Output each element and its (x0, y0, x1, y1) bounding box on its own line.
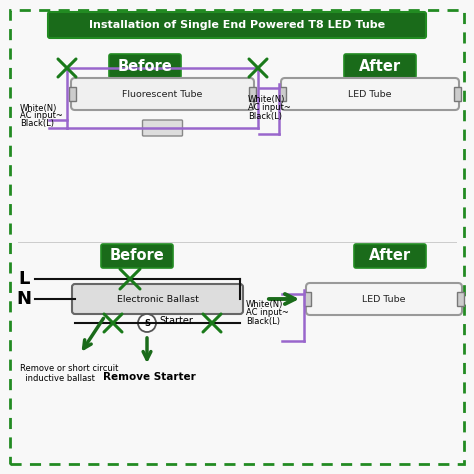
Text: Remove or short circuit
  inductive ballast: Remove or short circuit inductive ballas… (20, 364, 118, 383)
Text: Before: Before (109, 248, 164, 264)
Text: AC input~: AC input~ (246, 308, 289, 317)
Bar (69, 87, 76, 101)
Text: White(N): White(N) (246, 300, 283, 309)
Bar (279, 87, 286, 101)
FancyBboxPatch shape (143, 120, 182, 136)
Text: LED Tube: LED Tube (348, 90, 392, 99)
Text: L: L (18, 270, 30, 288)
FancyBboxPatch shape (71, 78, 254, 110)
Text: AC input~: AC input~ (248, 103, 291, 112)
Bar (454, 87, 461, 101)
FancyBboxPatch shape (109, 54, 181, 78)
FancyBboxPatch shape (72, 284, 243, 314)
FancyBboxPatch shape (101, 244, 173, 268)
Bar (457, 292, 464, 306)
Text: N: N (17, 290, 31, 308)
Text: Black(L): Black(L) (20, 119, 54, 128)
FancyBboxPatch shape (306, 283, 462, 315)
Text: S: S (144, 319, 150, 328)
FancyBboxPatch shape (281, 78, 459, 110)
Text: AC input~: AC input~ (20, 111, 63, 120)
Text: Before: Before (118, 58, 173, 73)
Text: Installation of Single End Powered T8 LED Tube: Installation of Single End Powered T8 LE… (89, 20, 385, 30)
Text: White(N): White(N) (20, 104, 57, 113)
Text: Remove Starter: Remove Starter (103, 372, 195, 382)
Text: After: After (359, 58, 401, 73)
FancyBboxPatch shape (354, 244, 426, 268)
Bar (249, 87, 256, 101)
Text: Black(L): Black(L) (248, 112, 282, 121)
FancyBboxPatch shape (344, 54, 416, 78)
Text: Fluorescent Tube: Fluorescent Tube (122, 90, 203, 99)
FancyBboxPatch shape (48, 12, 426, 38)
Text: Electronic Ballast: Electronic Ballast (117, 294, 199, 303)
Text: Black(L): Black(L) (246, 317, 280, 326)
Text: Starter: Starter (159, 316, 193, 326)
Bar (304, 292, 311, 306)
Text: LED Tube: LED Tube (362, 294, 406, 303)
Text: After: After (369, 248, 411, 264)
Circle shape (138, 314, 156, 332)
Text: White(N): White(N) (248, 95, 285, 104)
